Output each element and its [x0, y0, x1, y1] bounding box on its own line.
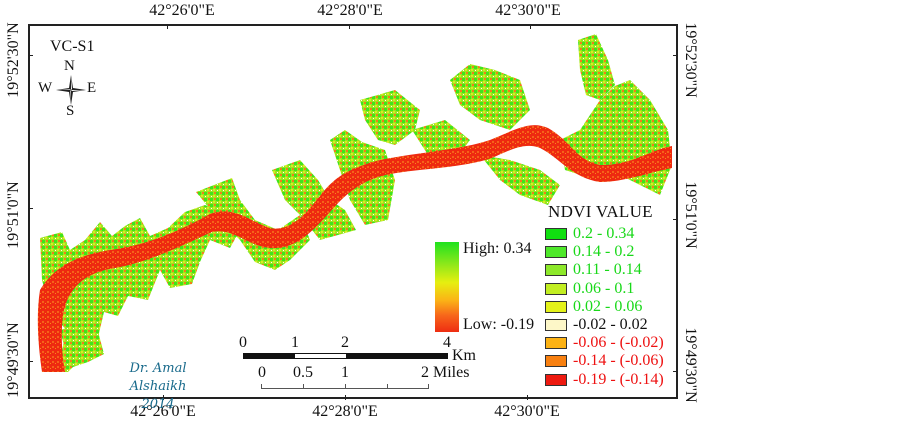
gradient-high-label: High: 0.34: [463, 240, 532, 257]
vegetation-patch: [450, 64, 530, 130]
class-legend-title: NDVI VALUE: [548, 202, 653, 221]
scale-mile-unit: Miles: [433, 364, 470, 381]
graticule-label-right: 19°52'30"N: [682, 22, 699, 98]
scale-mile-tick: [345, 384, 346, 389]
tick-mark: [28, 208, 33, 209]
class-legend-item: 0.14 - 0.2: [545, 243, 635, 261]
compass-west-label: W: [38, 80, 53, 96]
class-swatch: [545, 337, 567, 350]
graticule-label-right: 19°49'30"N: [682, 327, 699, 403]
map-frame: [28, 24, 678, 399]
class-legend-item: -0.14 - (-0.06): [545, 352, 664, 370]
compass-south-label: S: [66, 103, 75, 119]
graticule-label-right: 19°51'0"N: [682, 181, 699, 249]
compass-east-label: E: [87, 80, 97, 96]
class-swatch: [545, 282, 567, 295]
class-swatch: [545, 355, 567, 368]
class-swatch: [545, 319, 567, 331]
graticule-label-bottom: 42°26'0"E: [130, 403, 196, 420]
signature-year: 2014: [141, 397, 175, 412]
scale-km-label: 0: [239, 334, 247, 351]
compass-rose-icon: [56, 75, 86, 105]
graticule-label-left: 19°51'0"N: [5, 181, 22, 249]
class-swatch: [545, 246, 567, 259]
north-arrow: N W E S: [38, 58, 100, 122]
class-label: -0.02 - 0.02: [573, 316, 648, 333]
graticule-label-bottom: 42°30'0"E: [494, 403, 560, 420]
tick-mark: [530, 24, 531, 29]
class-label: -0.06 - (-0.02): [573, 334, 664, 352]
class-swatch: [545, 300, 567, 313]
class-swatch: [545, 228, 567, 240]
tick-mark: [28, 361, 33, 362]
graticule-label-top: 42°28'0"E: [317, 2, 383, 19]
class-label: 0.14 - 0.2: [573, 243, 635, 261]
scale-km-unit: Km: [452, 347, 476, 364]
ndvi-gradient-legend: [435, 242, 459, 332]
tick-mark: [349, 24, 350, 29]
gradient-low-label: Low: -0.19: [463, 316, 535, 333]
tick-mark: [527, 395, 528, 400]
class-legend-item: 0.02 - 0.06: [545, 297, 643, 315]
graticule-label-left: 19°52'30"N: [5, 22, 22, 98]
class-legend-item: 0.2 - 0.34: [545, 225, 635, 242]
class-legend-item: 0.06 - 0.1: [545, 279, 635, 297]
compass-north-label: N: [64, 58, 75, 74]
tick-mark: [673, 219, 678, 220]
scale-km-label: 1: [291, 334, 299, 351]
scale-mile-tick: [261, 384, 262, 389]
scale-km-label: 4: [443, 334, 451, 351]
author-signature: Dr. Amal Alshaikh 2014: [108, 360, 208, 414]
vegetation-patch: [480, 155, 560, 205]
tick-mark: [345, 395, 346, 400]
class-legend-item: 0.11 - 0.14: [545, 261, 642, 279]
scale-mile-label: 0.5: [293, 364, 313, 381]
tick-mark: [163, 395, 164, 400]
river-channel: [37, 125, 673, 372]
scale-mile-tick: [303, 384, 304, 389]
signature-author: Dr. Amal Alshaikh: [129, 361, 187, 394]
tick-mark: [673, 371, 678, 372]
map-id-label: VC-S1: [50, 38, 95, 55]
scale-mile-tick: [387, 384, 388, 389]
scale-km-label: 2: [341, 334, 349, 351]
vegetation-patch: [360, 90, 420, 145]
scale-bar-miles: [261, 388, 428, 389]
class-label: 0.06 - 0.1: [573, 279, 635, 297]
graticule-label-left: 19°49'30"N: [5, 322, 22, 398]
class-swatch: [545, 373, 567, 386]
tick-mark: [28, 55, 33, 56]
class-swatch: [545, 264, 567, 277]
vegetation-patch: [272, 160, 356, 240]
vegetation-patch: [60, 320, 104, 368]
tick-mark: [167, 24, 168, 29]
graticule-label-bottom: 42°28'0"E: [312, 403, 378, 420]
riverbed: [37, 125, 673, 372]
scale-mile-label: 2: [421, 364, 429, 381]
class-label: 0.2 - 0.34: [573, 225, 635, 242]
vegetation-fringe: [40, 34, 672, 372]
class-label: -0.14 - (-0.06): [573, 352, 664, 370]
graticule-label-top: 42°26'0"E: [149, 2, 215, 19]
tick-mark: [673, 55, 678, 56]
vegetation-patch: [578, 34, 615, 100]
class-label: 0.02 - 0.06: [573, 297, 643, 315]
class-legend-item: -0.19 - (-0.14): [545, 370, 664, 388]
scale-mile-tick: [428, 384, 429, 389]
class-legend-item: -0.06 - (-0.02): [545, 334, 664, 352]
class-legend-item: -0.02 - 0.02: [545, 316, 648, 333]
class-label: 0.11 - 0.14: [573, 261, 642, 279]
scale-mile-label: 0: [258, 364, 266, 381]
class-label: -0.19 - (-0.14): [573, 370, 664, 388]
scale-mile-label: 1: [341, 364, 349, 381]
scale-bar-km-segment: [295, 354, 346, 358]
graticule-label-top: 42°30'0"E: [495, 2, 561, 19]
